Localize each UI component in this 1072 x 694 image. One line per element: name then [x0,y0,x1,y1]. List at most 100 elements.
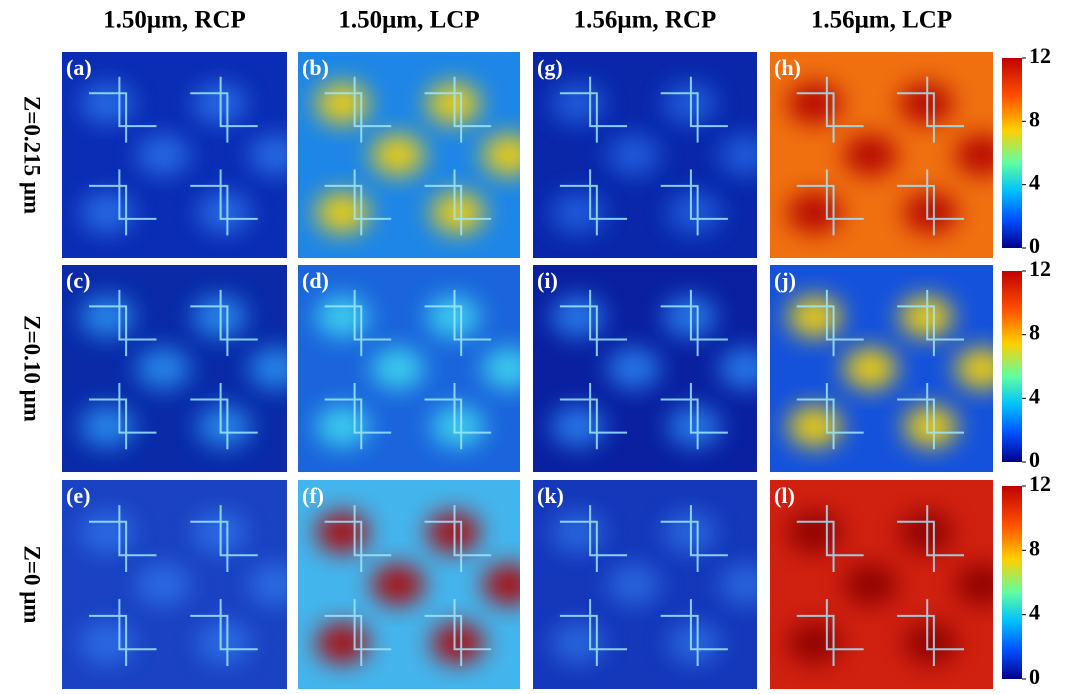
field-hotspot [136,563,191,606]
field-map [770,52,993,258]
field-hotspot [903,405,958,448]
field-hotspot [899,82,953,125]
field-hotspot [315,405,370,448]
field-hotspot [899,511,953,554]
field-hotspot [662,82,717,125]
field-hotspot [192,296,247,338]
colorbar-tick-label: 8 [1029,106,1040,131]
panel-label: (b) [302,55,329,80]
field-hotspot [482,134,520,176]
field-map [770,265,993,472]
field-hotspot [136,134,191,176]
field-hotspot [718,134,757,176]
field-hotspot [248,134,287,176]
structure-outline [190,382,258,450]
field-hotspot [787,405,842,448]
colorbar-tick-label: 0 [1029,233,1040,258]
structure-outline [897,76,965,143]
field-map [298,480,520,689]
structure-outline [660,76,728,143]
field-hotspot [606,134,661,176]
field-map-content [298,52,520,258]
field-hotspot [197,192,251,234]
structure-outline [660,505,728,572]
structure-outline [190,76,258,143]
field-hotspot [955,347,993,390]
field-map-content [62,265,287,472]
structure-outline [660,382,728,450]
colorbar-tick-label: 4 [1029,383,1040,408]
structure-outline [796,76,864,143]
colorbar-tick-label: 8 [1029,320,1040,345]
field-hotspot [550,192,605,234]
structure-outline [324,289,392,357]
field-hotspot [426,511,481,554]
colorbar-tick-label: 12 [1029,471,1051,496]
field-hotspot [606,563,661,606]
panel-label: (i) [537,268,558,293]
field-hotspot [550,405,605,448]
field-hotspot [371,347,425,390]
field-hotspot [667,622,722,664]
structure-outline [897,169,965,236]
structure-outline [796,599,864,667]
field-hotspot [843,563,898,606]
structure-outline [324,382,392,450]
field-map-content [770,52,993,258]
structure-outline [190,169,258,236]
field-hotspot [80,192,134,234]
structure-outline [424,289,492,357]
field-hotspot [718,347,757,390]
row-label: Z=0.10 μm [20,315,45,422]
panel-label: (a) [66,55,92,80]
field-hotspot [315,192,370,234]
column-header: 1.50μm, RCP [103,7,246,34]
structure-outline [424,169,492,236]
field-hotspot [903,192,958,234]
structure-outline [424,599,492,667]
field-hotspot [606,347,661,390]
field-map [298,265,520,472]
structure-outline [796,505,864,572]
field-hotspot [192,511,247,554]
panel-label: (j) [774,268,796,293]
field-hotspot [136,347,191,390]
field-map [62,52,287,258]
field-hotspot [197,405,251,448]
field-map [533,265,757,472]
field-map-content [770,480,993,689]
structure-outline [559,169,628,236]
structure-outline [897,505,965,572]
field-hotspot [662,511,717,554]
field-hotspot [662,296,717,338]
panel-label: (l) [774,483,795,508]
field-hotspot [315,622,370,664]
field-hotspot [550,622,605,664]
structure-outline [424,382,492,450]
structure-outline [660,169,728,236]
structure-outline [796,289,864,357]
structure-outline [324,505,392,572]
field-hotspot [80,622,134,664]
structure-outline [89,76,157,143]
structure-outline [190,505,258,572]
panel-label: (k) [537,483,564,508]
structure-outline [559,382,628,450]
structure-outline [89,505,157,572]
panel-label: (e) [66,483,90,508]
field-map-content [533,480,757,689]
field-hotspot [482,563,520,606]
panel-label: (c) [66,268,90,293]
field-hotspot [667,192,722,234]
field-hotspot [426,296,481,338]
field-map-content [533,52,757,258]
colorbar-tick-label: 12 [1029,43,1051,68]
field-hotspot [955,563,993,606]
field-map-content [298,480,520,689]
colorbar-tick-label: 4 [1029,170,1040,195]
structure-outline [190,599,258,667]
field-hotspot [899,296,953,338]
field-hotspot [718,563,757,606]
field-map [298,52,520,258]
